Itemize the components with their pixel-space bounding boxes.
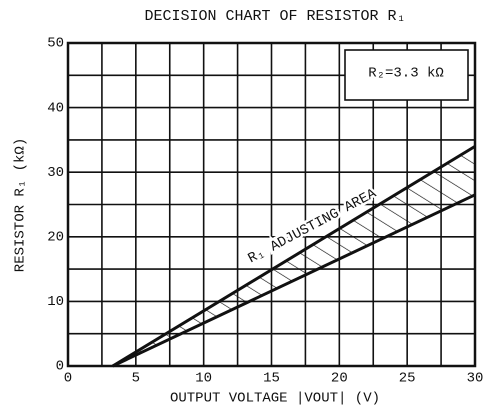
line bbox=[111, 145, 476, 368]
x-tick-label: 10 bbox=[195, 371, 212, 387]
y-axis-label: RESISTOR R₁ (kΩ) bbox=[13, 138, 29, 272]
y-tick-label: 30 bbox=[47, 165, 64, 181]
x-tick-label: 15 bbox=[263, 371, 280, 387]
plot-frame bbox=[66, 41, 477, 368]
x-tick-label: 30 bbox=[467, 371, 484, 387]
x-tick-label: 0 bbox=[64, 371, 72, 387]
chart-title: DECISION CHART OF RESISTOR R₁ bbox=[144, 8, 405, 25]
y-tick-label: 20 bbox=[47, 230, 64, 246]
x-tick-label: 5 bbox=[132, 371, 140, 387]
x-tick-label: 20 bbox=[331, 371, 348, 387]
y-tick-label: 50 bbox=[47, 36, 64, 52]
line bbox=[112, 193, 476, 368]
annotation: R₂=3.3 kΩ bbox=[368, 66, 444, 82]
y-tick-label: 40 bbox=[47, 100, 64, 116]
y-tick-label: 0 bbox=[56, 359, 64, 375]
x-tick-label: 25 bbox=[399, 371, 416, 387]
x-axis-label: OUTPUT VOLTAGE |VOUT| (V) bbox=[170, 391, 380, 407]
annotation-box bbox=[344, 49, 469, 101]
y-tick-label: 10 bbox=[47, 294, 64, 310]
